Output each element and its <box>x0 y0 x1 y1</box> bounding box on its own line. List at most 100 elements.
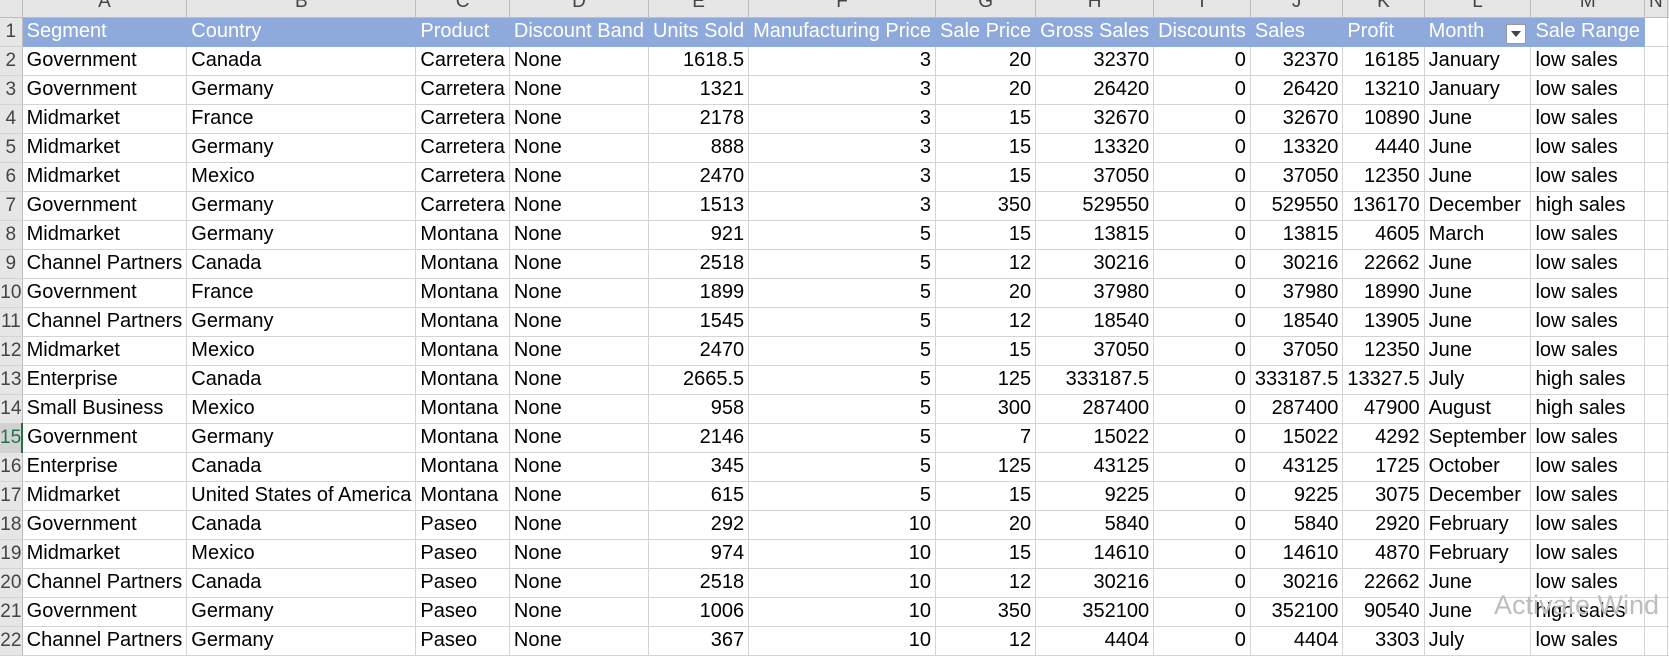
row-number-22[interactable]: 22 <box>0 626 23 656</box>
cell[interactable]: 3 <box>748 104 936 134</box>
empty-cell[interactable] <box>1644 46 1668 76</box>
cell[interactable]: February <box>1424 510 1532 540</box>
cell[interactable]: 921 <box>648 220 750 250</box>
cell[interactable]: Government <box>22 423 188 453</box>
empty-cell[interactable] <box>1644 307 1668 337</box>
cell[interactable]: 20 <box>935 278 1037 308</box>
column-header-a[interactable]: A <box>22 0 188 18</box>
cell[interactable]: 16185 <box>1342 46 1425 76</box>
cell[interactable]: Paseo <box>415 568 510 598</box>
cell[interactable]: 18540 <box>1250 307 1344 337</box>
cell[interactable]: 350 <box>935 597 1037 627</box>
cell[interactable]: 20 <box>935 75 1037 105</box>
cell[interactable]: 18990 <box>1342 278 1425 308</box>
cell[interactable]: 14610 <box>1250 539 1344 569</box>
cell[interactable]: None <box>509 278 649 308</box>
cell[interactable]: 5 <box>748 307 936 337</box>
cell[interactable]: 37050 <box>1035 336 1155 366</box>
cell[interactable]: December <box>1424 191 1532 221</box>
cell[interactable]: Montana <box>415 220 510 250</box>
cell[interactable]: Germany <box>186 220 417 250</box>
cell[interactable]: Enterprise <box>22 365 188 395</box>
cell[interactable]: 4605 <box>1342 220 1425 250</box>
cell[interactable]: 37050 <box>1035 162 1155 192</box>
empty-cell[interactable] <box>1644 365 1668 395</box>
cell[interactable]: 3 <box>748 162 936 192</box>
header-cell[interactable]: Product <box>415 17 510 47</box>
cell[interactable]: Carretera <box>415 104 510 134</box>
cell[interactable]: 13905 <box>1342 307 1425 337</box>
row-number-2[interactable]: 2 <box>0 46 23 76</box>
cell[interactable]: France <box>186 104 417 134</box>
cell[interactable]: Canada <box>186 46 417 76</box>
cell[interactable]: None <box>509 249 649 279</box>
cell[interactable]: 0 <box>1153 307 1251 337</box>
cell[interactable]: Canada <box>186 249 417 279</box>
cell[interactable]: Canada <box>186 510 417 540</box>
row-number-6[interactable]: 6 <box>0 162 23 192</box>
column-header-c[interactable]: C <box>415 0 510 18</box>
cell[interactable]: 5 <box>748 336 936 366</box>
row-number-17[interactable]: 17 <box>0 481 23 511</box>
cell[interactable]: None <box>509 452 649 482</box>
cell[interactable]: 350 <box>935 191 1037 221</box>
cell[interactable]: 1618.5 <box>648 46 750 76</box>
select-all-corner[interactable] <box>0 0 23 18</box>
cell[interactable]: 2146 <box>648 423 750 453</box>
empty-cell[interactable] <box>1667 568 1669 598</box>
empty-cell[interactable] <box>1644 626 1668 656</box>
cell[interactable]: 529550 <box>1250 191 1344 221</box>
empty-cell[interactable] <box>1667 336 1669 366</box>
empty-cell[interactable] <box>1667 249 1669 279</box>
cell[interactable]: Small Business <box>22 394 188 424</box>
cell[interactable]: 20 <box>935 510 1037 540</box>
cell[interactable]: 30216 <box>1250 568 1344 598</box>
cell[interactable]: 0 <box>1153 75 1251 105</box>
cell[interactable]: 14610 <box>1035 539 1155 569</box>
cell[interactable]: Channel Partners <box>22 307 188 337</box>
cell[interactable]: Paseo <box>415 597 510 627</box>
cell[interactable]: 1899 <box>648 278 750 308</box>
row-number-15[interactable]: 15 <box>0 423 24 453</box>
empty-cell[interactable] <box>1644 336 1668 366</box>
cell[interactable]: None <box>509 365 649 395</box>
cell[interactable]: Government <box>22 75 188 105</box>
row-number-16[interactable]: 16 <box>0 452 23 482</box>
cell[interactable]: Montana <box>415 481 510 511</box>
header-cell[interactable]: Segment <box>22 17 188 47</box>
empty-cell[interactable] <box>1644 249 1668 279</box>
cell[interactable]: Germany <box>186 626 417 656</box>
column-header-blank[interactable] <box>1667 0 1669 18</box>
empty-cell[interactable] <box>1667 191 1669 221</box>
cell[interactable]: 125 <box>935 365 1037 395</box>
cell[interactable]: None <box>509 46 649 76</box>
cell[interactable]: Enterprise <box>22 452 188 482</box>
cell[interactable]: 5 <box>748 278 936 308</box>
cell[interactable]: 0 <box>1153 249 1251 279</box>
cell[interactable]: 2470 <box>648 336 750 366</box>
cell[interactable]: 0 <box>1153 423 1251 453</box>
cell[interactable]: Government <box>22 278 188 308</box>
cell[interactable]: 352100 <box>1250 597 1344 627</box>
cell[interactable]: January <box>1424 46 1532 76</box>
cell[interactable]: 345 <box>648 452 750 482</box>
cell[interactable]: 22662 <box>1342 249 1425 279</box>
header-cell[interactable]: Sales <box>1250 17 1344 47</box>
empty-cell[interactable] <box>1644 220 1668 250</box>
cell[interactable]: low sales <box>1530 307 1645 337</box>
cell[interactable]: 0 <box>1153 626 1251 656</box>
cell[interactable]: 4870 <box>1342 539 1425 569</box>
empty-cell[interactable] <box>1644 278 1668 308</box>
cell[interactable]: 37050 <box>1250 336 1344 366</box>
cell[interactable]: June <box>1424 278 1532 308</box>
header-cell[interactable]: Sale Range <box>1530 17 1645 47</box>
cell[interactable]: Midmarket <box>22 162 188 192</box>
cell[interactable]: 5 <box>748 220 936 250</box>
cell[interactable]: Carretera <box>415 191 510 221</box>
cell[interactable]: 333187.5 <box>1250 365 1344 395</box>
row-number-18[interactable]: 18 <box>0 510 23 540</box>
cell[interactable]: 13815 <box>1035 220 1155 250</box>
cell[interactable]: Germany <box>186 75 417 105</box>
cell[interactable]: January <box>1424 75 1532 105</box>
